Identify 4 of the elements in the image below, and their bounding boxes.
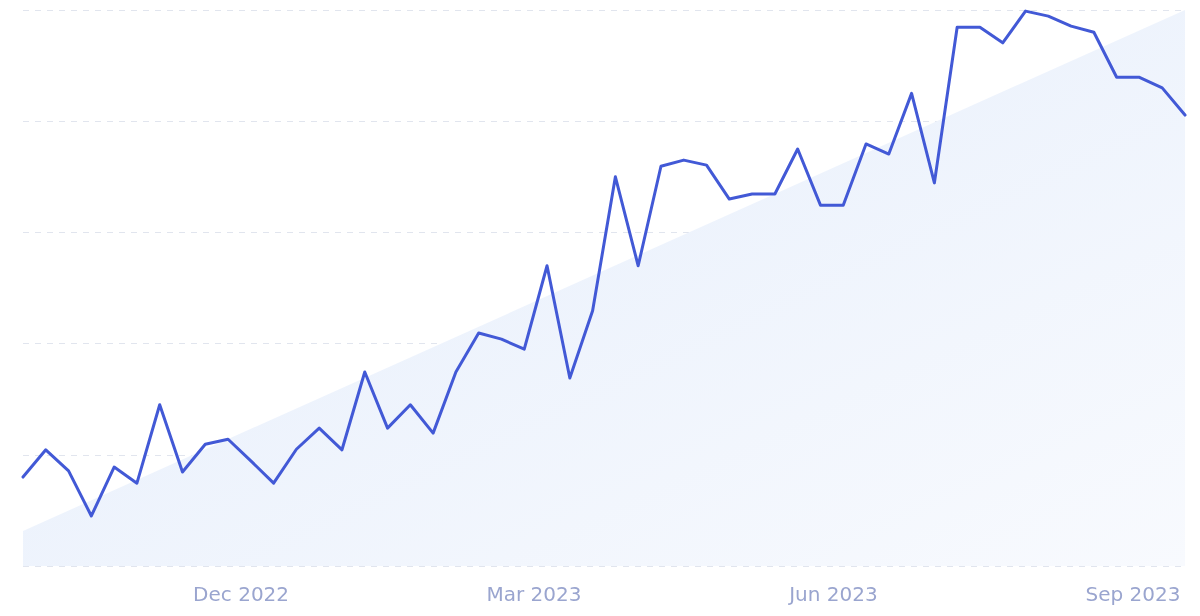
x-tick-label: Sep 2023 <box>1085 582 1181 606</box>
x-tick-label: Dec 2022 <box>193 582 290 606</box>
x-tick-label: Mar 2023 <box>486 582 582 606</box>
x-tick-label: Jun 2023 <box>787 582 878 606</box>
